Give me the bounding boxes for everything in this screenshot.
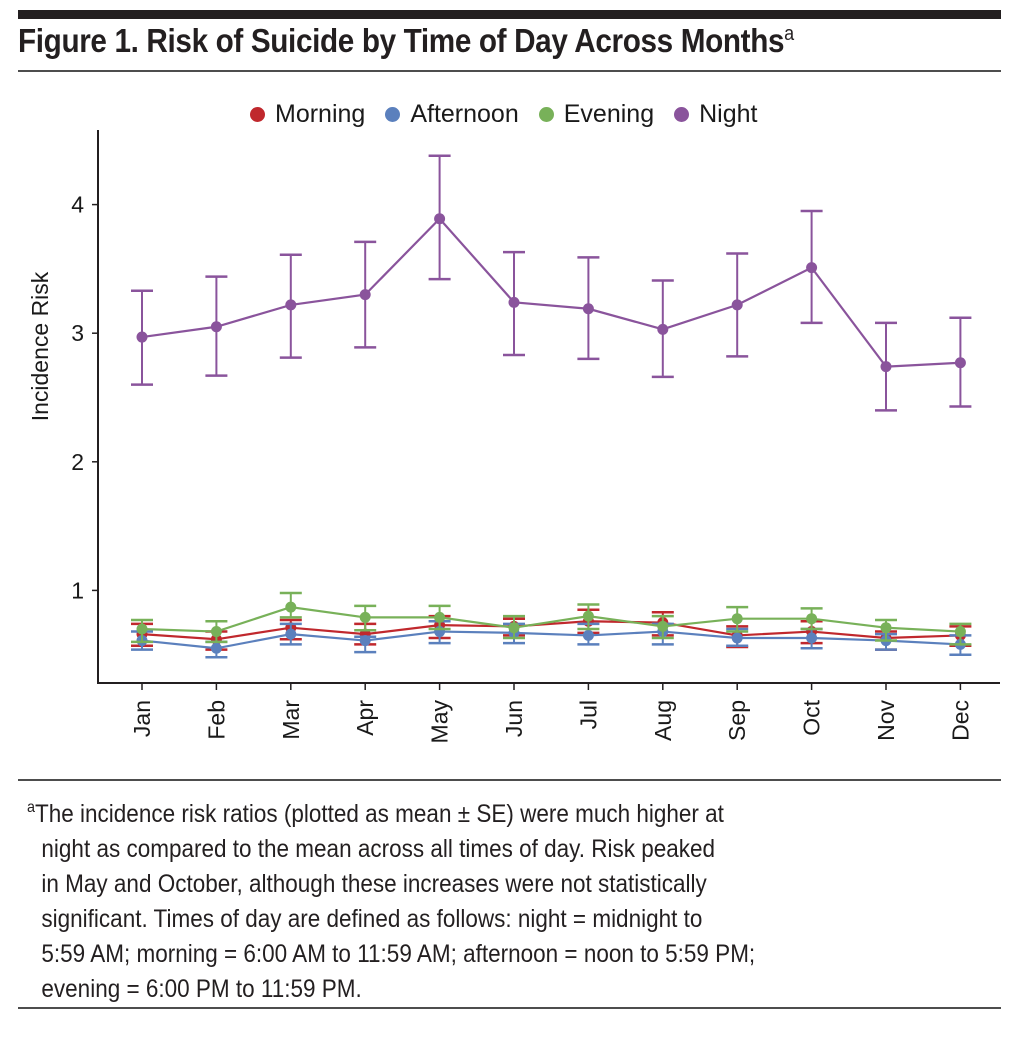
- data-point-night: [880, 361, 892, 373]
- data-point-evening: [954, 626, 966, 638]
- footnote-line: night as compared to the mean across all…: [41, 835, 716, 863]
- x-tick-label: Nov: [873, 700, 899, 741]
- y-axis-label: Incidence Risk: [27, 271, 53, 421]
- figure-title-text: Figure 1. Risk of Suicide by Time of Day…: [18, 22, 785, 59]
- data-point-night: [508, 296, 520, 308]
- legend-item-morning: Morning: [250, 100, 365, 129]
- footnote-line: significant. Times of day are defined as…: [41, 905, 703, 933]
- x-tick-label: May: [427, 700, 453, 744]
- data-point-night: [806, 262, 818, 274]
- data-point-afternoon: [806, 632, 818, 644]
- data-point-night: [582, 303, 594, 315]
- footnote: aThe incidence risk ratios (plotted as m…: [27, 790, 947, 1007]
- data-point-afternoon: [359, 635, 371, 647]
- data-point-evening: [359, 611, 371, 623]
- y-tick-label: 3: [71, 320, 84, 346]
- y-tick-label: 2: [71, 449, 84, 475]
- series-line-morning: [141, 620, 961, 641]
- legend-label-morning: Morning: [275, 100, 366, 128]
- footnote-top-rule: [18, 779, 1001, 781]
- legend-label-night: Night: [699, 100, 758, 128]
- data-point-evening: [285, 601, 297, 613]
- data-point-night: [657, 323, 669, 335]
- series-line-afternoon: [141, 630, 961, 650]
- legend-item-afternoon: Afternoon: [385, 100, 519, 129]
- x-tick-label: Oct: [799, 699, 825, 735]
- legend-label-evening: Evening: [563, 100, 655, 128]
- data-point-night: [359, 289, 371, 301]
- title-footnote-marker: a: [784, 23, 794, 45]
- data-point-evening: [210, 626, 222, 638]
- x-tick-label: Jan: [129, 700, 155, 737]
- series-line-night: [141, 217, 961, 368]
- figure-title: Figure 1. Risk of Suicide by Time of Day…: [18, 22, 909, 60]
- data-point-afternoon: [582, 629, 594, 641]
- data-point-evening: [136, 623, 148, 635]
- data-point-night: [136, 331, 148, 343]
- y-tick-label: 4: [71, 192, 84, 218]
- data-point-night: [434, 213, 446, 225]
- x-tick-label: Mar: [278, 700, 304, 740]
- footnote-marker: a: [27, 799, 36, 816]
- data-point-evening: [434, 611, 446, 623]
- legend-marker-afternoon-icon: [385, 107, 401, 122]
- x-tick-label: Feb: [203, 700, 229, 740]
- chart-legend: Morning Afternoon Evening Night: [250, 100, 757, 129]
- x-tick-label: Aug: [650, 700, 676, 741]
- data-point-night: [285, 299, 297, 311]
- data-point-afternoon: [731, 632, 743, 644]
- title-rule: [18, 70, 1001, 72]
- chart-plot: 1 2 3 4 Incidence Risk Jan Feb Mar Apr May Jun Jul A…: [27, 130, 1000, 744]
- x-tick-label: Dec: [947, 700, 973, 741]
- series-line-evening: [141, 605, 961, 633]
- y-tick-label: 1: [71, 577, 84, 603]
- legend-item-night: Night: [674, 100, 757, 129]
- data-point-night: [210, 321, 222, 333]
- data-point-evening: [731, 613, 743, 625]
- data-point-afternoon: [285, 628, 297, 640]
- legend-marker-evening-icon: [538, 107, 554, 122]
- data-point-evening: [806, 613, 818, 625]
- footnote-bottom-rule: [18, 1007, 1001, 1009]
- footnote-line: 5:59 AM; morning = 6:00 AM to 11:59 AM; …: [41, 940, 756, 968]
- data-point-night: [731, 299, 743, 311]
- data-point-evening: [880, 622, 892, 634]
- x-tick-label: Apr: [352, 700, 378, 736]
- data-point-evening: [657, 620, 669, 632]
- footnote-line: in May and October, although these incre…: [41, 870, 707, 898]
- top-border-bar: [18, 10, 1001, 19]
- data-point-night: [954, 357, 966, 369]
- legend-marker-night-icon: [674, 107, 690, 122]
- x-tick-label: Jul: [575, 700, 601, 729]
- legend-item-evening: Evening: [538, 100, 655, 129]
- data-point-afternoon: [210, 642, 222, 654]
- legend-label-afternoon: Afternoon: [410, 100, 519, 128]
- x-tick-label: Sep: [724, 700, 750, 741]
- footnote-line: aThe incidence risk ratios (plotted as m…: [27, 799, 724, 828]
- footnote-line: evening = 6:00 PM to 11:59 PM.: [41, 975, 362, 1003]
- x-tick-label: Jun: [501, 700, 527, 737]
- data-point-evening: [508, 622, 520, 634]
- legend-marker-morning-icon: [250, 107, 265, 122]
- data-point-evening: [582, 610, 594, 622]
